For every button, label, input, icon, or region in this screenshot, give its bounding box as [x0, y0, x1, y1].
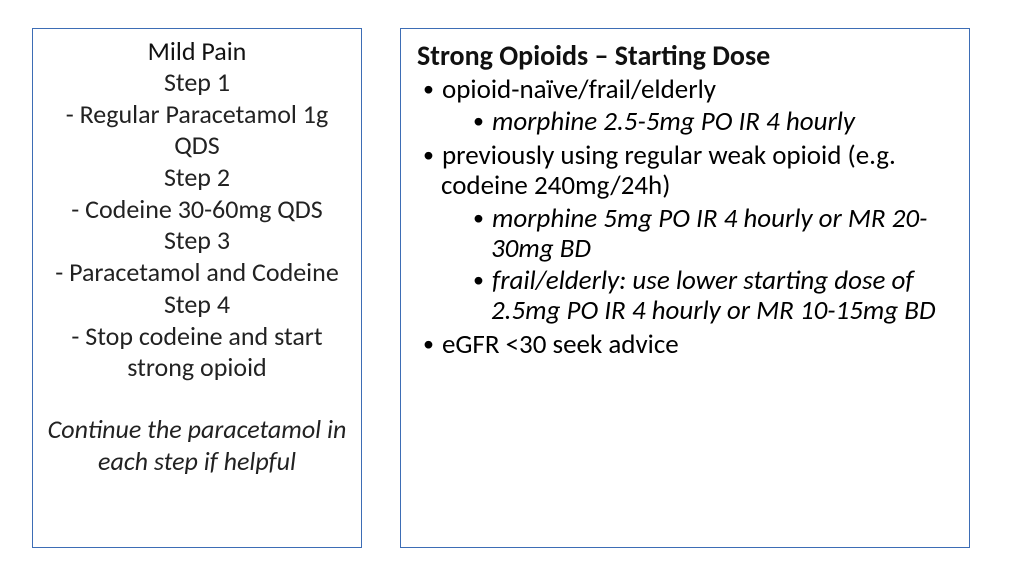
step-line: - Codeine 30-60mg QDS [47, 194, 347, 226]
strong-opioids-box: Strong Opioids – Starting Dose opioid-na… [400, 28, 970, 548]
list-item: eGFR <30 seek advice [417, 330, 953, 360]
step-line: Step 4 [47, 289, 347, 321]
step-line: - Stop codeine and start strong opioid [47, 321, 347, 384]
step-line: Step 1 [47, 67, 347, 99]
step-line: - Paracetamol and Codeine [47, 257, 347, 289]
sub-list-item: morphine 2.5-5mg PO IR 4 hourly [467, 107, 953, 137]
mild-pain-box: Mild Pain Step 1 - Regular Paracetamol 1… [32, 28, 362, 548]
strong-opioids-title: Strong Opioids – Starting Dose [417, 39, 953, 73]
mild-pain-footer: Continue the paracetamol in each step if… [47, 414, 347, 477]
mild-pain-title: Mild Pain [47, 37, 347, 67]
sub-list: morphine 5mg PO IR 4 hourly or MR 20-30m… [441, 204, 953, 327]
step-line: Step 2 [47, 162, 347, 194]
list-item-text: opioid-naïve/frail/elderly [442, 73, 716, 106]
sub-list-item: frail/elderly: use lower starting dose o… [467, 266, 953, 326]
list-item: opioid-naïve/frail/elderly morphine 2.5-… [417, 75, 953, 137]
list-item-text: previously using regular weak opioid (e.… [441, 139, 896, 202]
sub-list-item: morphine 5mg PO IR 4 hourly or MR 20-30m… [467, 204, 953, 264]
opioid-list: opioid-naïve/frail/elderly morphine 2.5-… [417, 75, 953, 361]
sub-list: morphine 2.5-5mg PO IR 4 hourly [441, 107, 953, 137]
step-line: Step 3 [47, 225, 347, 257]
step-line: - Regular Paracetamol 1g QDS [47, 99, 347, 162]
list-item: previously using regular weak opioid (e.… [417, 141, 953, 326]
